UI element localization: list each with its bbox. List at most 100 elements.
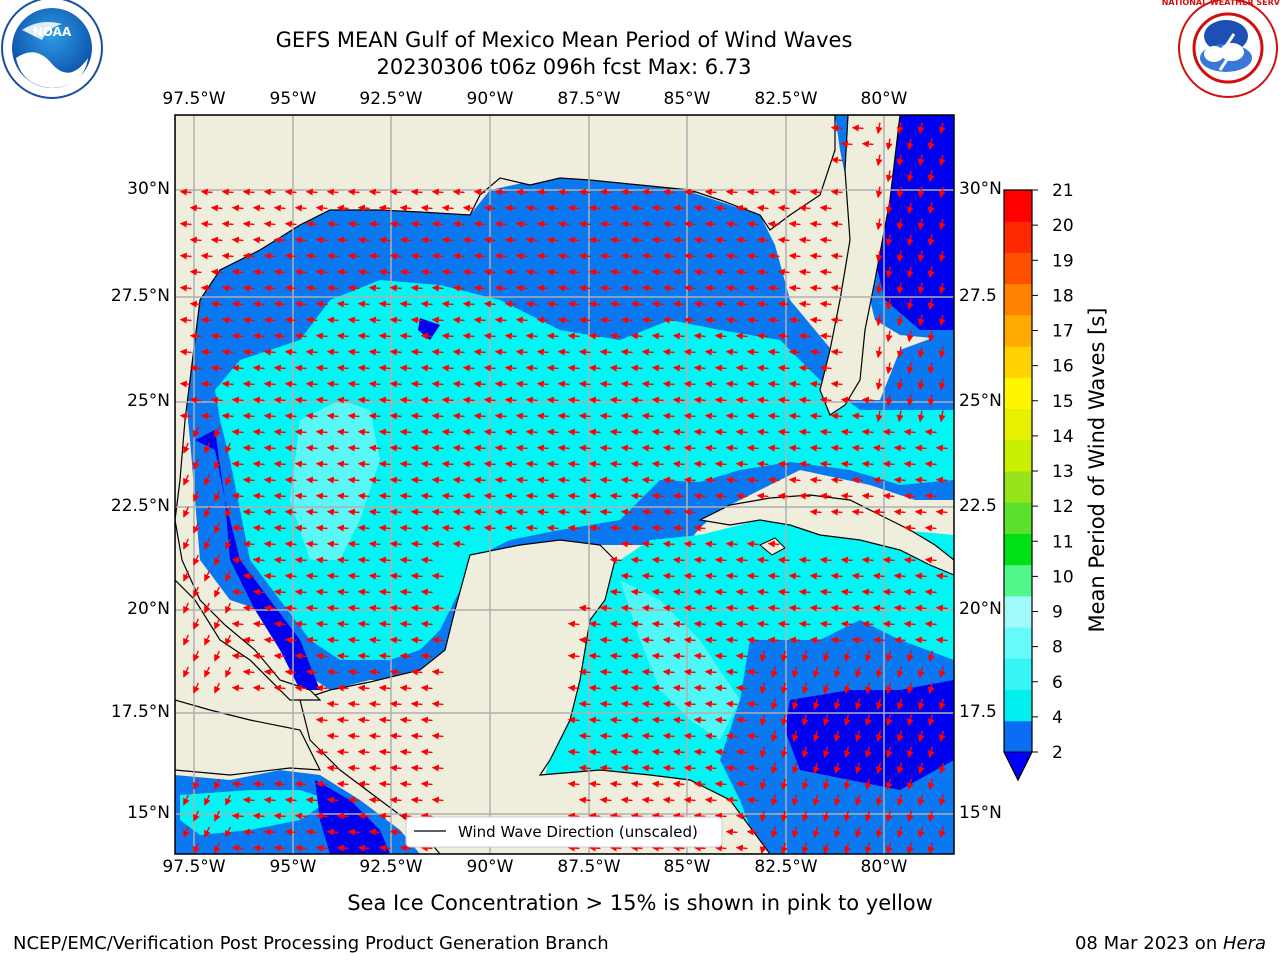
wave-direction-arrow [875, 250, 883, 263]
wave-direction-arrow [704, 796, 717, 804]
wave-direction-arrow [851, 572, 864, 580]
wave-direction-arrow [746, 444, 759, 452]
wave-direction-arrow [189, 364, 202, 372]
wave-direction-arrow [294, 236, 307, 244]
wave-direction-arrow [833, 762, 841, 774]
wave-direction-arrow [193, 490, 200, 502]
wave-direction-arrow [641, 476, 654, 484]
wave-direction-arrow [326, 732, 339, 740]
colorbar-segment [1004, 533, 1032, 566]
wave-direction-arrow [336, 396, 349, 404]
wave-direction-arrow [651, 492, 664, 500]
wave-direction-arrow [483, 364, 496, 372]
colorbar-segment [1004, 658, 1032, 691]
wave-direction-arrow [641, 668, 654, 676]
wave-direction-arrow [504, 460, 517, 468]
wave-direction-arrow [536, 284, 549, 292]
wave-direction-arrow [882, 428, 895, 436]
wave-direction-arrow [225, 538, 232, 550]
wave-direction-arrow [557, 508, 570, 516]
colorbar-segment [1004, 314, 1032, 347]
wave-direction-arrow [557, 476, 570, 484]
wave-direction-arrow [630, 332, 643, 340]
wave-direction-arrow [389, 828, 402, 836]
wave-direction-arrow [893, 604, 906, 612]
wave-direction-arrow [662, 284, 675, 292]
wave-direction-arrow [788, 188, 801, 196]
wind-wave-arrows [179, 122, 948, 854]
wave-direction-arrow [183, 538, 190, 550]
colorbar-tick-label: 6 [1052, 673, 1063, 693]
wave-direction-arrow [714, 364, 727, 372]
wave-direction-arrow [854, 698, 862, 710]
wave-direction-arrow [494, 284, 507, 292]
wave-direction-arrow [294, 268, 307, 276]
wave-direction-arrow [410, 412, 423, 420]
wave-direction-arrow [914, 572, 927, 580]
wave-direction-arrow [347, 316, 360, 324]
wave-direction-arrow [875, 122, 883, 135]
wave-direction-arrow [840, 428, 853, 436]
wave-direction-arrow [578, 700, 591, 708]
wave-direction-arrow [473, 188, 486, 196]
wave-direction-arrow [483, 428, 496, 436]
wave-direction-arrow [200, 412, 213, 420]
wave-direction-arrow [462, 204, 475, 212]
wave-direction-arrow [599, 732, 612, 740]
wave-direction-arrow [672, 620, 685, 628]
wave-direction-arrow [588, 460, 601, 468]
wave-direction-arrow [221, 348, 234, 356]
wave-direction-arrow [410, 188, 423, 196]
wave-direction-arrow [725, 316, 738, 324]
wave-direction-arrow [704, 188, 717, 196]
wave-direction-arrow [588, 684, 601, 692]
lat-tick-left: 20°N [127, 599, 170, 619]
wave-direction-arrow [599, 316, 612, 324]
wave-direction-arrow [759, 682, 767, 694]
wave-direction-arrow [822, 650, 830, 662]
wave-direction-arrow [588, 236, 601, 244]
wave-direction-arrow [746, 796, 759, 804]
wave-direction-arrow [225, 666, 232, 678]
wave-direction-arrow [225, 570, 232, 582]
wave-direction-arrow [819, 236, 832, 244]
wave-direction-arrow [809, 316, 822, 324]
wave-direction-arrow [483, 204, 496, 212]
wave-direction-arrow [914, 476, 927, 484]
wave-direction-arrow [641, 188, 654, 196]
wave-direction-arrow [819, 396, 832, 404]
wave-direction-arrow [927, 682, 935, 694]
wave-direction-arrow [906, 138, 914, 151]
wave-direction-arrow [693, 524, 706, 532]
wave-direction-arrow [714, 812, 727, 820]
lon-tick-bottom: 85°W [663, 857, 711, 877]
wave-direction-arrow [830, 252, 843, 260]
legend-label: Wind Wave Direction (unscaled) [458, 823, 698, 841]
wave-direction-arrow [368, 636, 381, 644]
wave-direction-arrow [809, 508, 822, 516]
wave-direction-arrow [630, 556, 643, 564]
wave-direction-arrow [746, 636, 759, 644]
wave-direction-arrow [263, 348, 276, 356]
colorbar-segment [1004, 221, 1032, 253]
wave-direction-arrow [693, 332, 706, 340]
wave-direction-arrow [525, 300, 538, 308]
wave-direction-arrow [578, 348, 591, 356]
wave-direction-arrow [822, 778, 830, 790]
wave-direction-arrow [399, 364, 412, 372]
wave-direction-arrow [885, 330, 893, 343]
wave-direction-arrow [798, 204, 811, 212]
wave-direction-arrow [252, 428, 265, 436]
wave-direction-arrow [840, 620, 853, 628]
wave-direction-arrow [885, 714, 893, 726]
wave-direction-arrow [620, 636, 633, 644]
wave-direction-arrow [515, 316, 528, 324]
wave-direction-arrow [399, 812, 412, 820]
noaa-logo: NOAA [1, 0, 103, 99]
colorbar-tick-label: 16 [1052, 357, 1074, 377]
wave-direction-arrow [780, 778, 788, 790]
wave-direction-arrow [609, 748, 622, 756]
wave-direction-arrow [767, 476, 780, 484]
wave-direction-arrow [431, 220, 444, 228]
wave-direction-arrow [935, 508, 948, 516]
